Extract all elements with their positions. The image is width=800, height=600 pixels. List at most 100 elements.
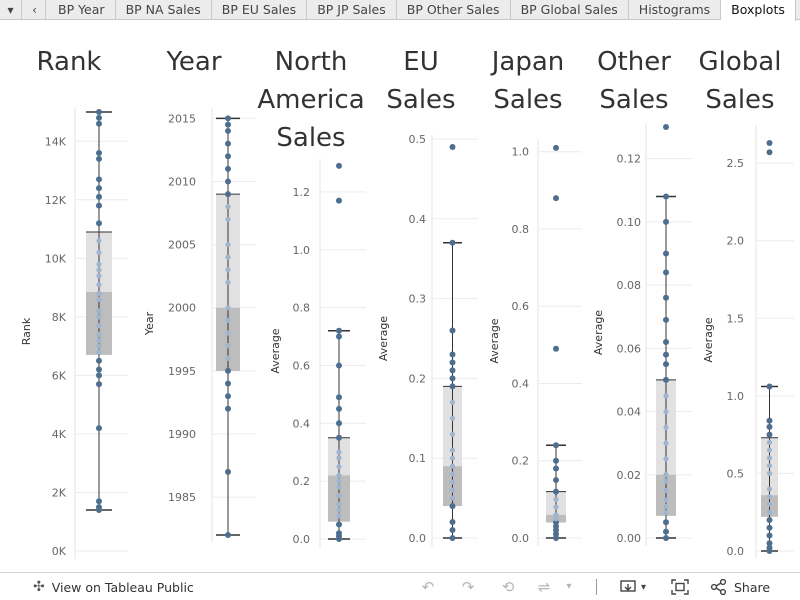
tableau-logo-icon: ✣ bbox=[33, 579, 45, 595]
y-axis-label: Average bbox=[592, 310, 605, 355]
data-point bbox=[96, 120, 102, 127]
tick-label: 1.0 bbox=[512, 146, 530, 159]
data-point bbox=[766, 516, 773, 523]
data-point bbox=[449, 351, 456, 358]
data-point bbox=[336, 394, 342, 401]
data-point bbox=[96, 249, 102, 256]
chart-title: North bbox=[275, 47, 348, 77]
data-point bbox=[449, 455, 456, 461]
data-point bbox=[225, 355, 231, 361]
data-point bbox=[553, 465, 559, 472]
fullscreen-button[interactable] bbox=[671, 573, 689, 600]
tick-label: 2015 bbox=[168, 112, 196, 125]
data-point bbox=[663, 440, 669, 446]
tick-label: 1.0 bbox=[727, 390, 745, 403]
data-point bbox=[449, 415, 456, 421]
tick-label: 2005 bbox=[168, 239, 196, 252]
data-point bbox=[766, 417, 773, 424]
sheet-tab[interactable]: BP NA Sales bbox=[116, 0, 212, 20]
data-point bbox=[663, 487, 669, 494]
tick-label: 0.1 bbox=[409, 452, 427, 465]
data-point bbox=[449, 143, 456, 150]
chart-title: Year bbox=[165, 47, 221, 77]
data-point bbox=[225, 254, 231, 260]
data-point bbox=[663, 528, 669, 535]
tab-menu-button[interactable]: ▾ bbox=[0, 0, 22, 20]
tick-label: 0.2 bbox=[512, 455, 530, 468]
sheet-tab[interactable]: BP JP Sales bbox=[307, 0, 397, 20]
refresh-icon[interactable]: ⇌ bbox=[537, 578, 551, 596]
sheet-tab[interactable]: BP Other Sales bbox=[397, 0, 511, 20]
data-point bbox=[225, 330, 231, 336]
data-point bbox=[96, 357, 102, 364]
data-point bbox=[225, 380, 231, 387]
data-point bbox=[766, 470, 773, 477]
data-point bbox=[663, 424, 669, 430]
data-point bbox=[96, 238, 102, 244]
data-point bbox=[225, 305, 231, 311]
data-point bbox=[663, 218, 669, 225]
sheet-tab[interactable]: Histograms bbox=[629, 0, 722, 20]
data-point bbox=[449, 519, 456, 526]
data-point bbox=[663, 361, 669, 368]
chart-title: Sales bbox=[705, 85, 774, 115]
data-point bbox=[449, 239, 456, 246]
view-on-tableau-label: View on Tableau Public bbox=[51, 579, 194, 595]
data-point bbox=[225, 216, 231, 222]
tick-label: 0.6 bbox=[293, 359, 311, 372]
data-point bbox=[96, 498, 102, 505]
tick-label: 1985 bbox=[168, 491, 196, 504]
tick-label: 0.10 bbox=[617, 216, 642, 229]
data-point bbox=[766, 540, 773, 547]
data-point bbox=[96, 314, 102, 320]
data-point bbox=[336, 493, 342, 499]
data-point bbox=[96, 366, 102, 373]
sheet-tab[interactable]: BP EU Sales bbox=[212, 0, 308, 20]
tick-label: 0.2 bbox=[293, 475, 311, 488]
tick-label: 2.0 bbox=[727, 235, 745, 248]
data-point bbox=[225, 178, 231, 185]
data-point bbox=[336, 434, 342, 441]
sheet-tab[interactable]: BP Year bbox=[48, 0, 116, 20]
tick-label: 0.4 bbox=[512, 377, 530, 390]
data-point bbox=[766, 544, 773, 551]
refresh-menu-icon[interactable]: ▾ bbox=[566, 581, 572, 592]
data-point bbox=[336, 501, 342, 507]
data-point bbox=[663, 393, 669, 399]
data-point bbox=[336, 484, 342, 490]
data-point bbox=[449, 495, 456, 501]
data-point bbox=[663, 269, 669, 276]
undo-icon[interactable]: ↶ bbox=[421, 578, 435, 596]
y-axis-label: Rank bbox=[20, 317, 33, 345]
data-point bbox=[225, 127, 231, 134]
data-point bbox=[96, 149, 102, 156]
data-point bbox=[225, 342, 231, 349]
data-point bbox=[225, 241, 231, 248]
data-point bbox=[96, 323, 102, 329]
data-point bbox=[336, 513, 342, 519]
data-point bbox=[336, 405, 342, 412]
sheet-tabs: BP Year BP NA Sales BP EU Sales BP JP Sales… bbox=[48, 0, 796, 21]
data-point bbox=[225, 153, 231, 160]
data-point bbox=[766, 463, 773, 469]
sheet-tab[interactable]: BP Global Sales bbox=[511, 0, 629, 20]
data-point bbox=[766, 383, 773, 390]
sheet-tab[interactable]: Boxplots bbox=[721, 0, 796, 21]
bottom-toolbar: ✣ View on Tableau Public ↶ ↷ ⟲ ⇌ ▾ ▾ Sha… bbox=[0, 572, 800, 600]
y-axis-label: Year bbox=[143, 311, 156, 336]
data-point bbox=[96, 296, 102, 302]
chart-title: Japan bbox=[490, 47, 565, 77]
view-on-tableau-link[interactable]: ✣ View on Tableau Public bbox=[33, 573, 194, 600]
revert-icon[interactable]: ⟲ bbox=[501, 578, 515, 596]
data-point bbox=[766, 501, 773, 508]
redo-icon[interactable]: ↷ bbox=[461, 578, 475, 596]
share-button[interactable]: Share bbox=[710, 573, 770, 600]
data-point bbox=[663, 294, 669, 301]
download-button[interactable]: ▾ bbox=[620, 573, 646, 600]
tab-scroll-left-button[interactable]: ‹ bbox=[24, 0, 46, 20]
data-point bbox=[766, 524, 773, 531]
data-point bbox=[449, 359, 456, 366]
data-point bbox=[449, 527, 456, 534]
data-point bbox=[553, 496, 559, 502]
